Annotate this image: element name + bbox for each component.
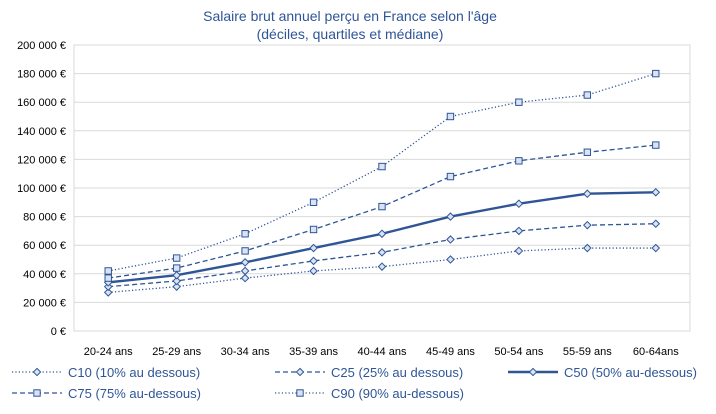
legend-label: C75 (75% au-dessous) — [68, 386, 201, 401]
data-point — [514, 199, 524, 209]
y-tick-label: 100 000 € — [17, 183, 66, 195]
data-point — [172, 254, 181, 262]
y-tick-label: 60 000 € — [23, 240, 66, 252]
legend-item: C90 (90% au-dessous) — [275, 386, 464, 401]
legend: C10 (10% au dessous) C25 (25% au dessous)… — [12, 365, 697, 401]
x-tick-label: 20-24 ans — [84, 346, 133, 358]
data-point — [104, 274, 112, 282]
data-point — [446, 172, 455, 181]
series-line — [108, 72, 656, 272]
legend-marker — [295, 367, 305, 377]
chart-title: Salaire brut annuel perçu en France selo… — [203, 8, 497, 24]
data-point — [583, 148, 592, 156]
data-point — [583, 220, 592, 230]
legend-label: C50 (50% au-dessous) — [564, 365, 697, 380]
x-tick-label: 30-34 ans — [221, 346, 270, 358]
data-point — [651, 219, 661, 229]
legend-item: C50 (50% au-dessous) — [508, 365, 697, 380]
chart-subtitle: (déciles, quartiles et médiane) — [257, 26, 444, 42]
data-point — [104, 267, 112, 275]
legend-item: C25 (25% au dessous) — [275, 365, 463, 380]
data-point — [514, 226, 524, 236]
legend-item: C75 (75% au-dessous) — [12, 386, 201, 401]
data-point — [377, 262, 387, 271]
series-0 — [103, 243, 661, 297]
legend-marker — [33, 389, 41, 397]
y-tick-label: 180 000 € — [17, 69, 66, 81]
data-point — [446, 112, 455, 121]
y-tick-label: 20 000 € — [23, 297, 66, 309]
x-tick-label: 60-64ans — [633, 346, 679, 358]
data-point — [240, 266, 250, 276]
legend-marker — [528, 367, 538, 377]
data-point — [309, 266, 318, 276]
data-point — [583, 243, 592, 253]
data-point — [309, 243, 318, 253]
x-tick-label: 25-29 ans — [152, 346, 201, 358]
data-point — [172, 270, 181, 280]
data-point — [377, 248, 387, 257]
data-point — [446, 235, 455, 244]
data-point — [240, 273, 250, 283]
legend-label: C90 (90% au-dessous) — [331, 386, 464, 401]
data-point — [515, 98, 523, 106]
y-tick-label: 200 000 € — [17, 40, 66, 52]
data-point — [309, 256, 318, 266]
data-point — [172, 282, 181, 291]
data-point — [652, 69, 660, 78]
x-tick-label: 35-39 ans — [289, 346, 338, 358]
data-point — [651, 243, 661, 253]
y-axis: 0 € 20 000 € 40 000 € 60 000 € 80 000 € 100 0… — [17, 40, 66, 338]
data-point — [446, 212, 455, 221]
x-tick-label: 40-44 ans — [358, 346, 407, 358]
y-tick-label: 120 000 € — [17, 154, 66, 166]
legend-marker — [296, 389, 304, 397]
x-tick-label: 50-54 ans — [494, 346, 543, 358]
x-tick-label: 55-59 ans — [563, 346, 612, 358]
data-point — [172, 264, 181, 272]
data-point — [583, 189, 592, 199]
series-4 — [104, 69, 660, 275]
y-tick-label: 140 000 € — [17, 126, 66, 138]
data-point — [378, 202, 386, 211]
data-point — [377, 229, 387, 239]
data-point — [309, 225, 318, 234]
data-point — [515, 157, 523, 165]
series-1 — [103, 219, 661, 291]
x-axis: 20-24 ans 25-29 ans 30-34 ans 35-39 ans 40-4… — [84, 346, 679, 358]
x-tick-label: 45-49 ans — [426, 346, 475, 358]
data-point — [241, 230, 249, 238]
legend-label: C25 (25% au dessous) — [331, 365, 463, 380]
y-tick-label: 0 € — [51, 326, 66, 338]
legend-marker — [32, 367, 42, 377]
data-point — [378, 162, 386, 171]
data-point — [652, 141, 660, 149]
legend-label: C10 (10% au dessous) — [68, 365, 200, 380]
y-tick-label: 40 000 € — [23, 269, 66, 281]
legend-item: C10 (10% au dessous) — [12, 365, 200, 380]
data-point — [241, 247, 249, 255]
data-point — [172, 276, 181, 286]
series-group — [103, 69, 661, 297]
data-point — [309, 198, 318, 207]
data-point — [583, 91, 592, 99]
series-2 — [103, 187, 661, 287]
data-point — [240, 258, 250, 267]
data-point — [103, 288, 113, 297]
series-3 — [104, 141, 660, 282]
y-tick-label: 80 000 € — [23, 212, 66, 224]
data-point — [446, 255, 455, 264]
data-point — [514, 246, 524, 256]
plot-border — [73, 44, 691, 332]
y-tick-label: 160 000 € — [17, 97, 66, 109]
data-point — [651, 187, 661, 197]
